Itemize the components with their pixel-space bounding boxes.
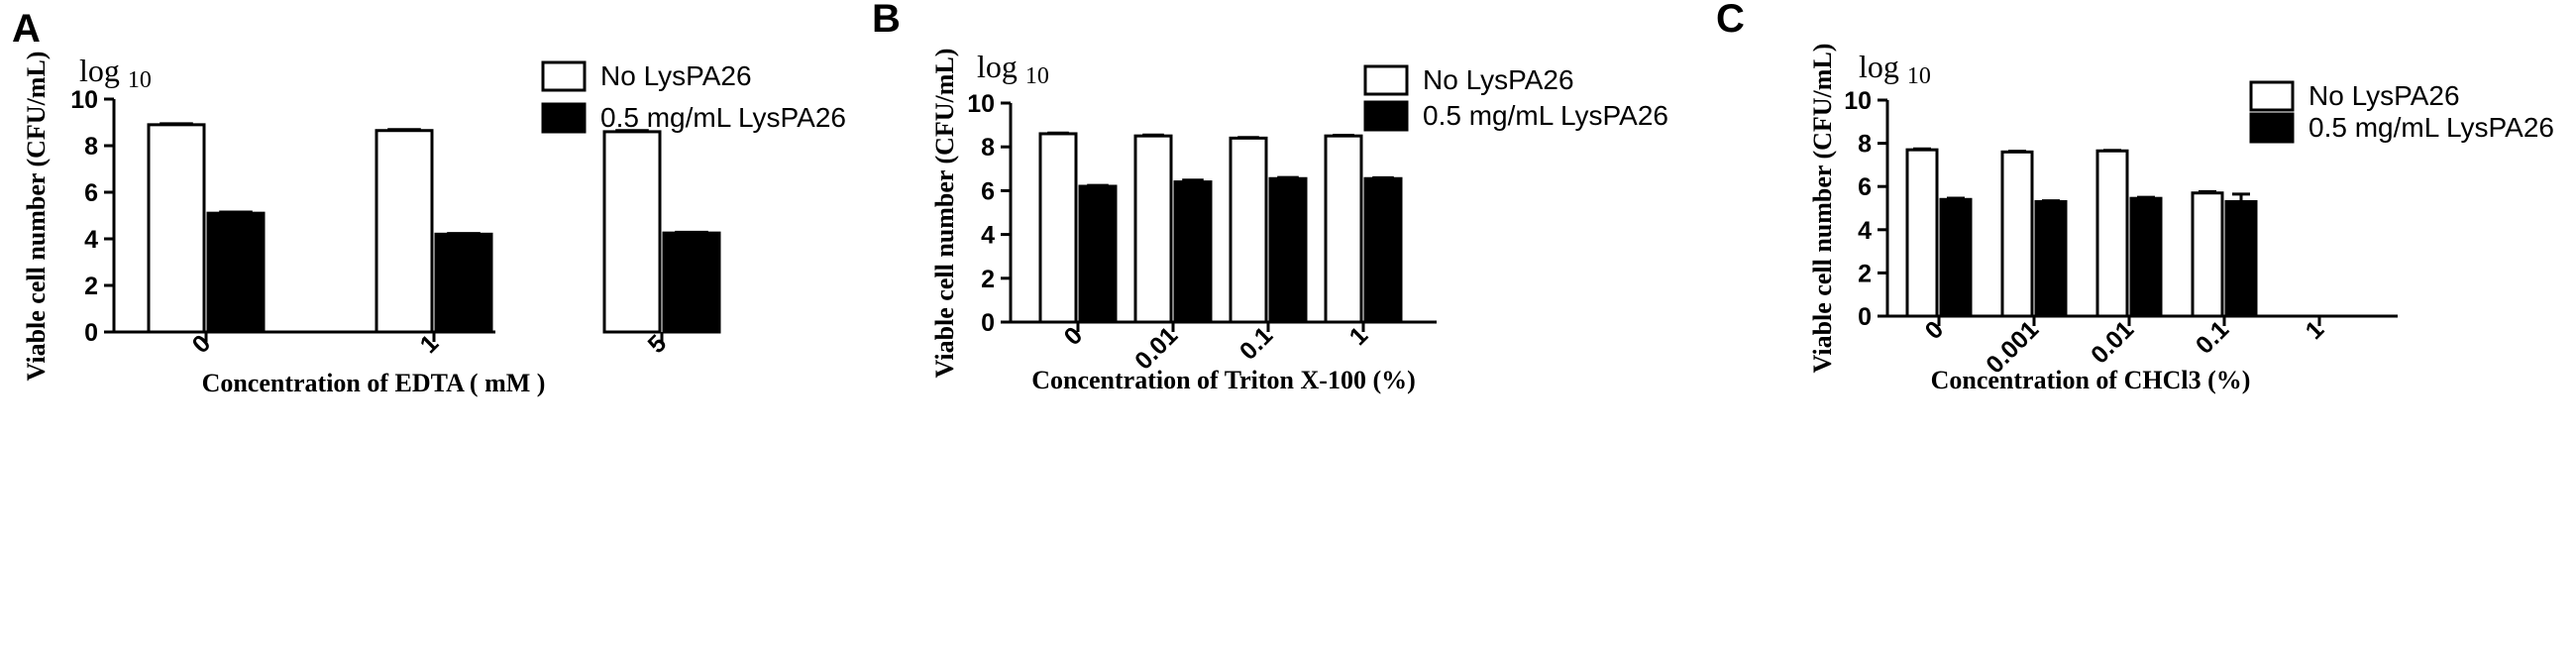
- legend-swatch-no-lyspa26: [541, 60, 587, 92]
- bar-lyspa26-0: [1939, 197, 1973, 318]
- log-prefix: log: [977, 49, 1018, 84]
- bar-no-lyspa26-3: [1324, 134, 1363, 324]
- log-base: 10: [1907, 63, 1931, 89]
- bar-no-lyspa26-0: [1038, 132, 1078, 324]
- y-tick-label: 0: [1858, 303, 1872, 331]
- y-tick-label: 2: [84, 273, 98, 300]
- x-tick-label: 5: [643, 329, 673, 359]
- y-scale-label: log 10: [79, 53, 152, 93]
- bar-no-lyspa26-0: [147, 123, 206, 334]
- y-axis-title: Viable cell number (CFU/mL): [22, 52, 51, 382]
- log-base: 10: [1025, 63, 1049, 89]
- legend-swatch-lyspa26: [1363, 100, 1409, 132]
- x-axis-title: Concentration of Triton X-100 (%): [1031, 366, 1416, 394]
- legend-swatch-no-lyspa26: [1363, 64, 1409, 96]
- bar-lyspa26-1: [434, 232, 493, 334]
- x-tick-label: 1: [415, 329, 445, 359]
- y-axis-title: Viable cell number (CFU/mL): [1808, 44, 1837, 374]
- panel-letter: B: [872, 0, 901, 41]
- y-tick-label: 10: [70, 86, 98, 114]
- x-axis-title: Concentration of CHCl3 (%): [1931, 366, 2251, 394]
- panel-letter: A: [12, 7, 41, 51]
- bar-lyspa26-3: [2224, 199, 2258, 318]
- y-tick-label: 8: [1858, 131, 1872, 159]
- legend-label: 0.5 mg/mL LysPA26: [2308, 112, 2554, 143]
- bar-no-lyspa26-1: [375, 129, 434, 334]
- bar-lyspa26-1: [1173, 180, 1213, 324]
- bar-no-lyspa26-1: [1133, 134, 1173, 324]
- bar-lyspa26-0: [206, 211, 266, 334]
- y-axis-title: Viable cell number (CFU/mL): [930, 49, 959, 379]
- x-tick-label: 0.01: [2086, 315, 2139, 369]
- y-tick-label: 8: [981, 134, 995, 162]
- bar-no-lyspa26-2: [2095, 149, 2129, 318]
- y-tick-label: 10: [1844, 87, 1872, 115]
- bar-lyspa26-0: [1078, 184, 1118, 324]
- log-prefix: log: [79, 53, 120, 88]
- y-tick-label: 6: [981, 177, 995, 205]
- y-tick-label: 6: [84, 179, 98, 207]
- legend: No LysPA26 0.5 mg/mL LysPA26: [1363, 64, 1668, 132]
- y-tick-label: 0: [84, 319, 98, 347]
- x-tick-label: 1: [1344, 321, 1374, 351]
- y-tick-label: 4: [981, 222, 995, 250]
- legend-label: No LysPA26: [1423, 64, 1574, 95]
- x-tick-label: 0: [1059, 321, 1089, 351]
- legend: No LysPA26 0.5 mg/mL LysPA26: [541, 60, 846, 134]
- bar-no-lyspa26-2: [1229, 136, 1268, 324]
- y-tick-label: 0: [981, 309, 995, 337]
- legend-swatch-lyspa26: [541, 102, 587, 134]
- x-axis-title: Concentration of EDTA ( mM ): [202, 369, 546, 397]
- x-tick-label: 0.1: [1234, 321, 1278, 365]
- bar-no-lyspa26-3: [2191, 191, 2224, 318]
- x-tick-label: 0: [1920, 315, 1950, 345]
- legend-label: 0.5 mg/mL LysPA26: [600, 102, 846, 133]
- x-tick-label: 0: [187, 329, 217, 359]
- y-tick-label: 2: [1858, 260, 1872, 287]
- y-tick-label: 8: [84, 133, 98, 161]
- bar-no-lyspa26-0: [1905, 148, 1939, 318]
- bar-lyspa26-3: [1363, 176, 1403, 324]
- bar-no-lyspa26-1: [2000, 150, 2034, 318]
- log-base: 10: [128, 67, 152, 93]
- legend-label: No LysPA26: [600, 60, 752, 91]
- legend-label: No LysPA26: [2308, 80, 2460, 111]
- panel-letter: C: [1716, 0, 1745, 41]
- y-tick-label: 4: [1858, 217, 1872, 245]
- bar-lyspa26-1: [2034, 199, 2068, 318]
- legend-label: 0.5 mg/mL LysPA26: [1423, 100, 1668, 131]
- x-tick-label: 0.1: [2191, 315, 2234, 359]
- y-scale-label: log 10: [977, 49, 1049, 89]
- bar-lyspa26-2: [1268, 176, 1308, 324]
- y-tick-label: 4: [84, 226, 98, 254]
- y-tick-label: 2: [981, 266, 995, 293]
- bar-no-lyspa26-2: [602, 130, 662, 334]
- legend-swatch-lyspa26: [2249, 112, 2295, 144]
- legend-swatch-no-lyspa26: [2249, 80, 2295, 112]
- y-scale-label: log 10: [1859, 49, 1931, 89]
- log-prefix: log: [1859, 49, 1899, 84]
- bar-lyspa26-2: [662, 231, 721, 334]
- y-tick-label: 6: [1858, 173, 1872, 201]
- x-tick-label: 1: [2301, 315, 2330, 345]
- y-tick-label: 10: [967, 90, 995, 118]
- bar-lyspa26-2: [2129, 196, 2163, 318]
